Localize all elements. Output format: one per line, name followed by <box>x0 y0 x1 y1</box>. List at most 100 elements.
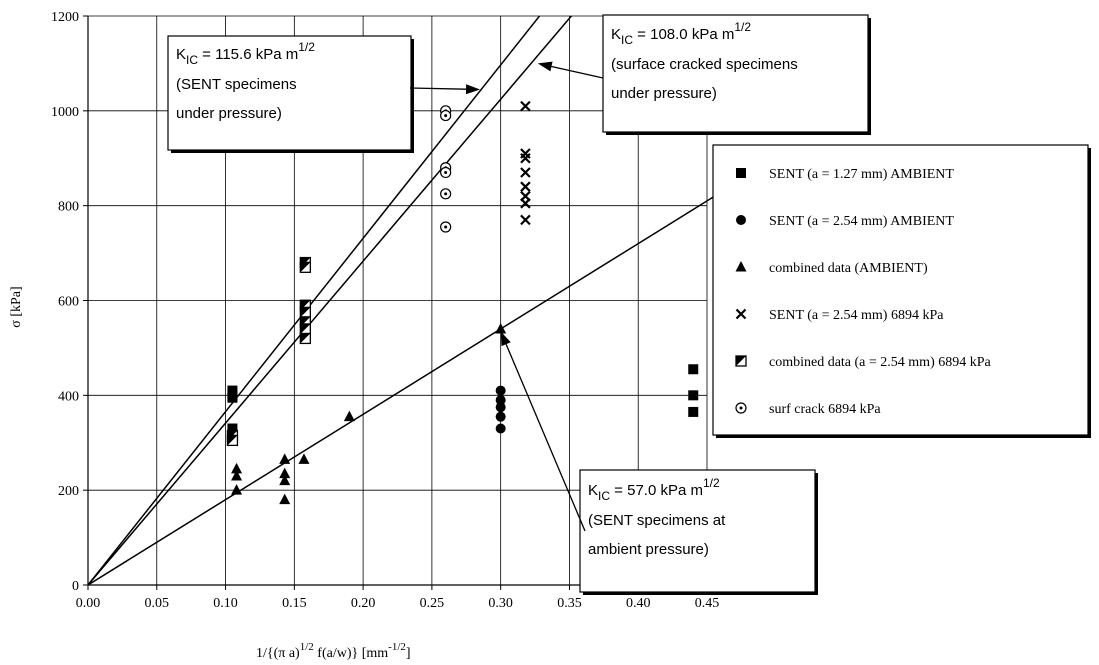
data-point <box>495 423 506 434</box>
data-point <box>520 214 531 226</box>
data-point <box>343 410 355 422</box>
x-axis-title-sup1: 1/2 <box>300 641 314 653</box>
annotation-kic: KIC = 115.6 kPa m1/2 <box>176 40 315 67</box>
legend-label: SENT (a = 1.27 mm) AMBIENT <box>769 167 954 182</box>
x-tick-label: 0.10 <box>213 596 238 611</box>
annotation-arrow-head <box>465 84 481 95</box>
annotation-line: (surface cracked specimens <box>611 56 798 73</box>
data-point <box>299 323 311 335</box>
annotation-arrow-head <box>537 61 553 72</box>
x-tick-labels: 0.00 0.05 0.10 0.15 0.20 0.25 0.30 0.35 0.40 0.45 <box>76 596 720 611</box>
data-point <box>495 411 506 422</box>
legend-label: surf crack 6894 kPa <box>769 402 881 417</box>
data-point <box>688 406 699 417</box>
data-point <box>231 484 243 495</box>
x-axis-title: 1/{(π a)1/2 f(a/w)} [mm-1/2] <box>256 641 411 661</box>
legend-label: SENT (a = 2.54 mm) 6894 kPa <box>769 308 944 323</box>
legend-marker <box>736 168 746 178</box>
x-tick-label: 0.15 <box>282 596 307 611</box>
data-point <box>520 152 531 164</box>
series-2 <box>495 385 506 434</box>
series-3 <box>231 322 507 505</box>
legend: SENT (a = 1.27 mm) AMBIENT SENT (a = 2.54… <box>712 144 1091 438</box>
x-axis-title-end: ] <box>406 646 411 661</box>
legend-marker <box>735 402 747 414</box>
annotation-kic: KIC = 57.0 kPa m1/2 <box>588 476 720 503</box>
x-axis-title-mid: f(a/w)} [mm <box>314 646 388 661</box>
annotation-arrow-line <box>505 343 586 532</box>
data-points <box>226 100 699 505</box>
annotation-box <box>167 35 412 151</box>
data-point <box>279 493 291 505</box>
x-tick-label: 0.45 <box>695 596 720 611</box>
data-point <box>520 148 531 159</box>
y-tick-label: 400 <box>58 389 79 404</box>
fit-line <box>88 16 541 585</box>
annotation-line: under pressure) <box>176 105 282 122</box>
series-5 <box>226 256 311 447</box>
data-point <box>298 453 310 464</box>
x-axis-title-sup2: -1/2 <box>388 641 406 653</box>
annotation-line: ambient pressure) <box>588 541 709 558</box>
data-point <box>440 166 452 179</box>
data-point <box>279 474 291 486</box>
x-tick-label: 0.00 <box>76 596 101 611</box>
data-point <box>279 467 291 479</box>
annotation-line: under pressure) <box>611 85 717 102</box>
data-point <box>520 181 531 192</box>
y-tick-label: 800 <box>58 200 79 215</box>
annotation-1: KIC = 115.6 kPa m1/2 (SENT specimens under… <box>167 35 481 153</box>
y-tick-label: 600 <box>58 295 79 310</box>
legend-marker <box>736 215 746 225</box>
annotation-arrow-line <box>409 87 467 90</box>
annotation-box <box>579 469 816 593</box>
x-tick-label: 0.25 <box>420 596 445 611</box>
annotation-line: (SENT specimens at <box>588 512 726 529</box>
x-tick-label: 0.35 <box>557 596 582 611</box>
x-tick-label: 0.40 <box>626 596 651 611</box>
annotation-box <box>602 14 869 133</box>
data-point <box>231 462 243 474</box>
data-point <box>520 100 531 112</box>
legend-marker <box>735 308 747 320</box>
fit-lines <box>88 16 727 585</box>
data-point <box>299 332 311 345</box>
annotation-arrow-head <box>500 331 511 347</box>
data-point <box>226 434 239 447</box>
data-point <box>495 385 506 396</box>
x-axis-title-main: 1/{(π a) <box>256 646 300 661</box>
legend-label: combined data (AMBIENT) <box>769 261 928 276</box>
data-point <box>440 188 452 200</box>
legend-label: combined data (a = 2.54 mm) 6894 kPa <box>769 355 992 370</box>
y-tick-label: 200 <box>58 484 79 499</box>
series-4 <box>520 100 531 226</box>
data-point <box>227 392 238 403</box>
data-point <box>520 198 531 209</box>
data-point <box>495 322 507 334</box>
data-point <box>495 395 506 406</box>
y-tick-labels: 0 200 400 600 800 1000 1200 <box>51 10 79 594</box>
x-tick-label: 0.20 <box>351 596 376 611</box>
x-tick-label: 0.05 <box>145 596 170 611</box>
data-point <box>688 364 699 375</box>
y-tick-label: 1200 <box>51 10 79 25</box>
y-tick-label: 0 <box>72 579 79 594</box>
data-point <box>299 261 311 273</box>
data-point <box>495 402 506 413</box>
annotation-arrow-line <box>551 65 604 79</box>
series-6 <box>440 105 452 233</box>
data-point <box>440 221 452 233</box>
fit-line <box>88 16 573 585</box>
data-point <box>440 109 452 122</box>
annotation-line: (SENT specimens <box>176 76 297 93</box>
legend-marker <box>735 355 747 367</box>
data-point <box>520 167 531 178</box>
annotation-kic: KIC = 108.0 kPa m1/2 <box>611 20 751 47</box>
data-point <box>279 453 291 464</box>
legend-box <box>712 144 1089 436</box>
annotations: KIC = 115.6 kPa m1/2 (SENT specimens under… <box>167 14 871 595</box>
annotation-2: KIC = 108.0 kPa m1/2 (surface cracked spe… <box>537 14 871 135</box>
data-point <box>688 390 699 401</box>
y-tick-label: 1000 <box>51 105 79 120</box>
